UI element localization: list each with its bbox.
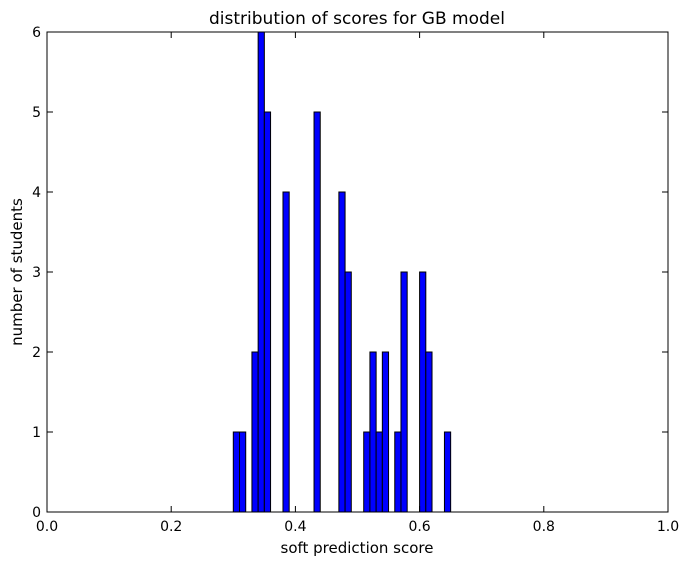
x-tick-label: 0.8: [533, 519, 555, 535]
x-tick-label: 0.0: [36, 519, 58, 535]
y-tick-label: 2: [32, 345, 41, 361]
chart-title: distribution of scores for GB model: [209, 9, 505, 29]
x-tick-label: 0.4: [284, 519, 306, 535]
histogram-bar-14: [400, 271, 408, 513]
x-tick-label: 1.0: [657, 519, 679, 535]
ticks-group: 0.0 0.2 0.4 0.6 0.8 1.0 0 1 2 3 4 5 6: [32, 25, 679, 535]
histogram-bar-7: [338, 191, 346, 513]
y-tick-label: 0: [32, 505, 41, 521]
x-tick-label: 0.6: [408, 519, 430, 535]
y-tick-label: 6: [32, 25, 41, 41]
x-tick-label: 0.2: [160, 519, 182, 535]
y-axis-label: number of students: [8, 198, 26, 346]
histogram-bar-15: [419, 271, 427, 513]
histogram-bar-3: [257, 31, 265, 513]
histogram-bar-13: [394, 431, 402, 513]
y-tick-label: 3: [32, 265, 41, 281]
histogram-bar-11: [375, 431, 383, 513]
plot-frame: [46, 31, 669, 513]
y-tick-label: 1: [32, 425, 41, 441]
histogram-bar-0: [232, 431, 241, 513]
histogram-bar-6: [313, 111, 321, 513]
histogram-bar-2: [251, 351, 259, 513]
x-axis-label: soft prediction score: [281, 539, 434, 557]
histogram-bar-4: [263, 111, 272, 513]
histogram-bar-17: [443, 431, 452, 513]
histogram-bar-1: [239, 431, 247, 513]
y-tick-label: 5: [32, 105, 41, 121]
histogram-bar-10: [369, 351, 377, 513]
histogram-bar-8: [344, 271, 352, 513]
y-tick-label: 4: [32, 185, 41, 201]
histogram-bar-12: [381, 351, 390, 513]
histogram-bar-9: [363, 431, 371, 513]
histogram-bar-5: [282, 191, 290, 513]
histogram-bar-16: [425, 351, 433, 513]
bars-group: [232, 31, 452, 513]
